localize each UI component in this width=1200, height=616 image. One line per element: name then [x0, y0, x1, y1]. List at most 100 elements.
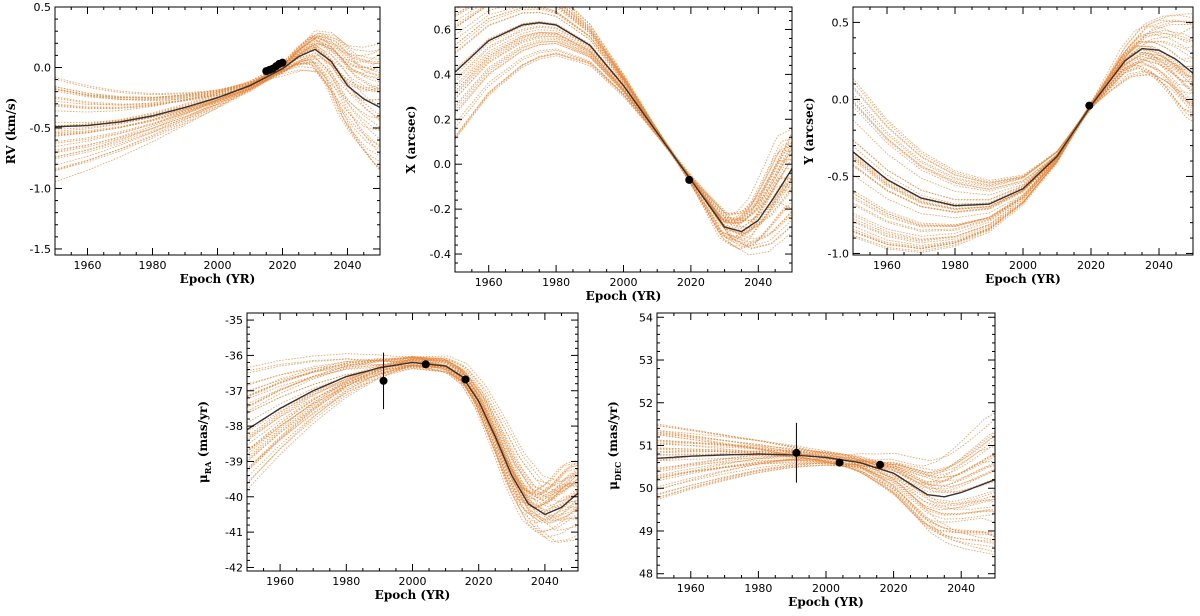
panel-y: 1960 1980 2000 2020 2040 -1.0 -0.5 0.0 0.5 Epoch …: [802, 6, 1194, 286]
sample-curve: [247, 364, 578, 496]
sample-curve: [55, 49, 380, 158]
sample-curve: [55, 30, 380, 105]
observation-point: [835, 458, 844, 467]
sample-curve: [657, 439, 995, 482]
sample-curve: [55, 40, 380, 171]
sample-curve: [55, 44, 380, 127]
sample-curve: [853, 25, 1193, 201]
sample-curve: [853, 33, 1193, 208]
sample-curve: [455, 7, 792, 239]
plot-frame: [246, 312, 579, 572]
sample-curves: [657, 412, 995, 556]
sample-curve: [247, 359, 578, 489]
sample-curve: [55, 46, 380, 127]
sample-curve: [657, 455, 995, 482]
sample-curve: [853, 55, 1193, 244]
plot-frame: [852, 6, 1194, 256]
sample-curve: [853, 23, 1193, 226]
sample-curve: [657, 457, 995, 553]
panel-x: 1960 1980 2000 2020 2040 -0.4 -0.2 0.0 0.2 0.4 0.6…: [404, 6, 793, 303]
sample-curve: [247, 356, 578, 494]
sample-curve: [853, 57, 1193, 250]
sample-curve: [657, 453, 995, 493]
y-tick-label: -0.5: [828, 170, 849, 183]
sample-curve: [247, 356, 578, 502]
y-tick-label: 0.4: [434, 68, 452, 81]
sample-curve: [55, 42, 380, 127]
sample-curve: [247, 360, 578, 517]
y-tick-label: -37: [225, 385, 243, 398]
sample-curve: [657, 423, 995, 486]
sample-curve: [455, 21, 792, 224]
sample-curve: [55, 35, 380, 144]
sample-curve: [657, 462, 995, 505]
sample-curve: [55, 69, 380, 171]
sample-curve: [657, 464, 995, 544]
sample-curve: [55, 63, 380, 163]
sample-curve: [247, 362, 578, 543]
sample-curve: [657, 462, 995, 520]
sample-curve: [247, 357, 578, 486]
sample-curve: [853, 45, 1193, 249]
x-tick-label: 1980: [941, 259, 969, 272]
sample-curve: [247, 365, 578, 543]
best-fit-curve: [455, 21, 792, 233]
panel-pmra: 1960 1980 2000 2020 2040 -42 -41 -40 -39 -38 -37 -3…: [196, 312, 579, 602]
sample-curve: [455, 36, 792, 216]
y-axis-label: μRA (mas/yr): [196, 401, 213, 483]
x-tick-label: 2020: [465, 575, 493, 588]
sample-curve: [55, 54, 380, 160]
y-axis-label: μDEC (mas/yr): [606, 401, 623, 490]
x-axis-label: Epoch (YR): [788, 595, 864, 609]
y-tick-label: -39: [225, 455, 243, 468]
sample-curve: [247, 365, 578, 497]
sample-curve: [657, 433, 995, 490]
sample-curve: [853, 41, 1193, 241]
x-tick-label: 2040: [531, 575, 559, 588]
sample-curve: [247, 356, 578, 511]
sample-curve: [657, 461, 995, 538]
sample-curve: [657, 457, 995, 510]
sample-curve: [455, 7, 792, 241]
sample-curve: [853, 64, 1193, 247]
y-tick-label: -0.5: [30, 122, 51, 135]
y-tick-label: -38: [225, 420, 243, 433]
y-axis-label: Y (arcsec): [802, 97, 816, 165]
sample-curve: [55, 35, 380, 99]
sample-curve: [657, 449, 995, 507]
best-fit-curve: [247, 361, 578, 516]
x-tick-label: 1960: [873, 259, 901, 272]
best-fit-curve: [853, 47, 1193, 207]
x-tick-label: 1980: [542, 276, 570, 289]
sample-curve: [455, 21, 792, 240]
x-tick-label: 2020: [1077, 259, 1105, 272]
x-tick-label: 2000: [399, 575, 427, 588]
x-tick-label: 2040: [1145, 259, 1173, 272]
sample-curve: [55, 70, 380, 172]
sample-curve: [853, 40, 1193, 232]
y-tick-label: 51: [639, 440, 653, 453]
y-tick-label: 48: [639, 568, 653, 581]
sample-curve: [657, 455, 995, 537]
y-tick-label: 50: [639, 482, 653, 495]
sample-curve: [853, 52, 1193, 188]
sample-curve: [55, 59, 380, 150]
sample-curve: [657, 434, 995, 523]
sample-curve: [455, 7, 792, 238]
x-tick-label: 2040: [744, 276, 772, 289]
sample-curve: [853, 13, 1193, 248]
best-fit-curve: [55, 48, 380, 128]
x-tick-label: 1980: [139, 259, 167, 272]
sample-curve: [853, 67, 1193, 183]
sample-curve: [657, 459, 995, 505]
sample-curve: [455, 7, 792, 250]
sample-curve: [853, 53, 1193, 184]
sample-curve: [455, 53, 792, 247]
sample-curve: [657, 460, 995, 516]
sample-curve: [853, 67, 1193, 190]
x-tick-label: 1960: [74, 259, 102, 272]
x-tick-label: 1980: [332, 575, 360, 588]
sample-curve: [55, 43, 380, 147]
y-tick-label: -41: [225, 526, 243, 539]
